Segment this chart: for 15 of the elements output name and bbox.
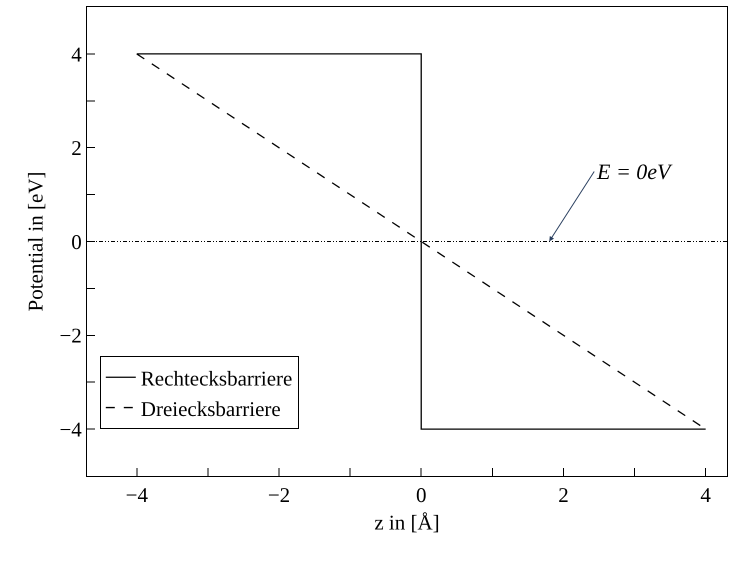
- x-axis-title: z in [Å]: [374, 510, 440, 534]
- x-tick-label: −4: [126, 483, 148, 508]
- y-tick-label: 2: [71, 136, 82, 160]
- x-tick-label: 2: [558, 483, 569, 508]
- legend-label: Rechtecksbarriere: [140, 366, 292, 390]
- x-tick-label: −2: [268, 483, 290, 508]
- y-tick-label: −2: [59, 324, 82, 348]
- y-axis-title: Potential in [eV]: [24, 172, 48, 312]
- y-tick-label: −4: [59, 417, 82, 442]
- x-tick-label: 4: [700, 483, 712, 508]
- y-tick-label: 4: [71, 42, 82, 66]
- annotation: E = 0eV: [596, 159, 674, 184]
- x-tick-label: 0: [416, 483, 426, 508]
- y-tick-label: 0: [71, 230, 82, 254]
- legend-label: Dreiecksbarriere: [140, 396, 281, 421]
